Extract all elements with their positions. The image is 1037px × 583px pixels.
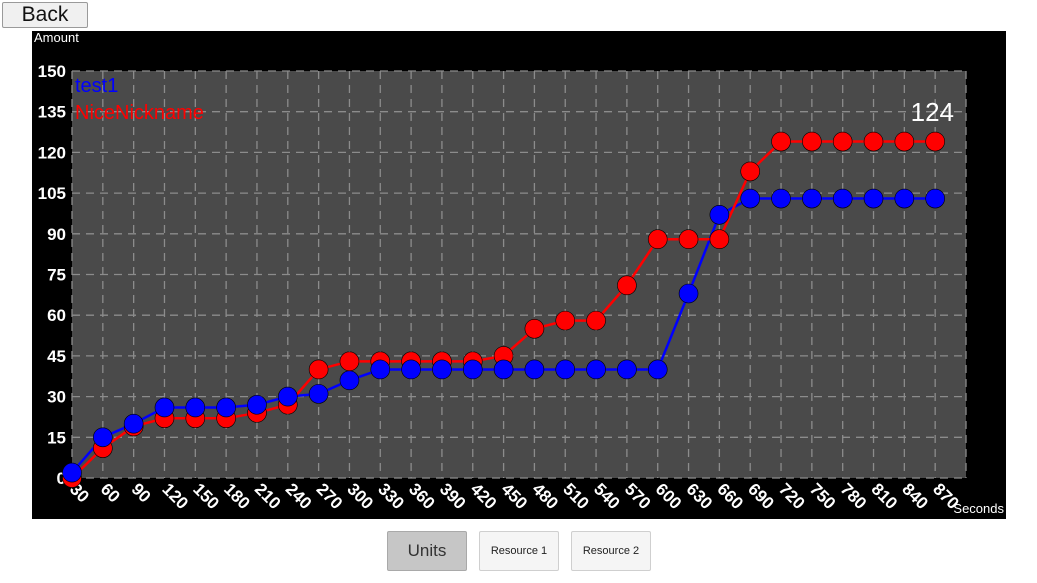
data-point-series-1 bbox=[123, 413, 144, 434]
data-point-series-1 bbox=[185, 397, 206, 418]
y-tick-label: 150 bbox=[38, 62, 66, 81]
data-point-series-2 bbox=[802, 131, 822, 152]
data-point-series-2 bbox=[524, 318, 545, 339]
data-point-series-1 bbox=[771, 188, 791, 209]
x-tick-label: 780 bbox=[837, 480, 870, 513]
x-tick-label: 330 bbox=[374, 480, 407, 513]
data-point-series-1 bbox=[555, 359, 576, 380]
x-tick-label: 180 bbox=[220, 480, 253, 513]
data-point-series-2 bbox=[740, 161, 761, 182]
data-point-series-1 bbox=[524, 359, 545, 380]
y-tick-label: 135 bbox=[38, 103, 66, 122]
data-point-series-1 bbox=[586, 359, 606, 380]
data-point-series-2 bbox=[617, 275, 637, 296]
data-point-series-2 bbox=[863, 131, 884, 152]
data-point-series-1 bbox=[432, 359, 452, 380]
x-tick-label: 60 bbox=[97, 480, 124, 507]
legend-entry: NiceNickname bbox=[75, 102, 204, 124]
data-point-series-1 bbox=[740, 188, 761, 209]
data-point-series-1 bbox=[462, 359, 483, 380]
x-tick-label: 240 bbox=[282, 480, 315, 513]
x-tick-label: 750 bbox=[806, 480, 839, 513]
data-point-series-2 bbox=[709, 229, 730, 250]
x-tick-label: 510 bbox=[559, 480, 592, 513]
data-point-series-1 bbox=[493, 359, 514, 380]
x-tick-label: 720 bbox=[775, 480, 808, 513]
data-point-series-2 bbox=[555, 310, 576, 331]
x-tick-label: 270 bbox=[313, 480, 346, 513]
data-point-series-1 bbox=[93, 427, 113, 448]
y-axis-label: Amount bbox=[34, 31, 79, 45]
data-point-series-2 bbox=[894, 131, 915, 152]
x-tick-label: 840 bbox=[898, 480, 931, 513]
data-point-series-2 bbox=[339, 351, 360, 372]
x-tick-label: 420 bbox=[467, 480, 500, 513]
x-tick-label: 450 bbox=[498, 480, 531, 513]
y-tick-label: 60 bbox=[47, 306, 66, 325]
x-tick-label: 810 bbox=[868, 480, 901, 513]
x-tick-label: 360 bbox=[405, 480, 438, 513]
data-point-series-1 bbox=[370, 359, 391, 380]
y-tick-label: 75 bbox=[47, 266, 66, 285]
y-tick-label: 0 bbox=[57, 469, 66, 488]
data-point-series-2 bbox=[647, 229, 668, 250]
x-tick-label: 660 bbox=[713, 480, 746, 513]
data-point-series-2 bbox=[586, 310, 606, 331]
x-tick-label: 90 bbox=[128, 480, 155, 507]
data-point-series-2 bbox=[308, 359, 329, 380]
x-tick-label: 630 bbox=[683, 480, 716, 513]
data-point-series-1 bbox=[925, 188, 945, 209]
data-point-series-1 bbox=[339, 370, 360, 391]
y-tick-label: 15 bbox=[47, 428, 66, 447]
data-point-series-1 bbox=[802, 188, 822, 209]
x-tick-label: 600 bbox=[652, 480, 685, 513]
data-point-series-1 bbox=[647, 359, 668, 380]
x-tick-label: 480 bbox=[528, 480, 561, 513]
data-point-series-1 bbox=[617, 359, 637, 380]
data-point-series-2 bbox=[925, 131, 945, 152]
data-point-series-2 bbox=[678, 229, 699, 250]
x-tick-label: 150 bbox=[189, 480, 222, 513]
data-point-series-2 bbox=[832, 131, 853, 152]
data-point-series-1 bbox=[62, 462, 82, 483]
data-point-series-1 bbox=[709, 205, 730, 225]
data-point-series-1 bbox=[894, 188, 915, 209]
x-tick-label: 210 bbox=[251, 480, 284, 513]
data-point-series-1 bbox=[832, 188, 853, 209]
x-tick-label: 540 bbox=[590, 480, 623, 513]
data-point-series-1 bbox=[216, 397, 236, 418]
tab-resource-2[interactable]: Resource 2 bbox=[571, 531, 651, 571]
x-tick-label: 690 bbox=[744, 480, 777, 513]
data-point-series-1 bbox=[863, 188, 884, 209]
data-point-series-1 bbox=[247, 394, 267, 415]
y-tick-label: 45 bbox=[47, 347, 66, 366]
legend-entry: test1 bbox=[75, 75, 118, 97]
data-point-series-2 bbox=[771, 131, 791, 152]
x-tick-label: 120 bbox=[158, 480, 191, 513]
y-tick-label: 90 bbox=[47, 225, 66, 244]
x-tick-label: 390 bbox=[436, 480, 469, 513]
x-axis-label: Seconds bbox=[953, 501, 1004, 516]
y-tick-label: 120 bbox=[38, 143, 66, 162]
back-button[interactable]: Back bbox=[2, 2, 88, 28]
current-value-annotation: 124 bbox=[911, 97, 954, 127]
data-point-series-1 bbox=[678, 283, 699, 304]
data-point-series-1 bbox=[308, 384, 329, 404]
y-tick-label: 105 bbox=[38, 184, 66, 203]
y-tick-label: 30 bbox=[47, 388, 66, 407]
chart-panel: 0 15 30 45 60 75 90 105 120 135 150 30 60 90 120 150 180… bbox=[32, 31, 1006, 519]
tab-units[interactable]: Units bbox=[387, 531, 467, 571]
data-point-series-1 bbox=[277, 386, 298, 407]
data-point-series-1 bbox=[401, 359, 421, 380]
x-tick-label: 570 bbox=[621, 480, 654, 513]
data-point-series-1 bbox=[154, 397, 175, 418]
tab-resource-1[interactable]: Resource 1 bbox=[479, 531, 559, 571]
x-tick-label: 300 bbox=[343, 480, 376, 513]
